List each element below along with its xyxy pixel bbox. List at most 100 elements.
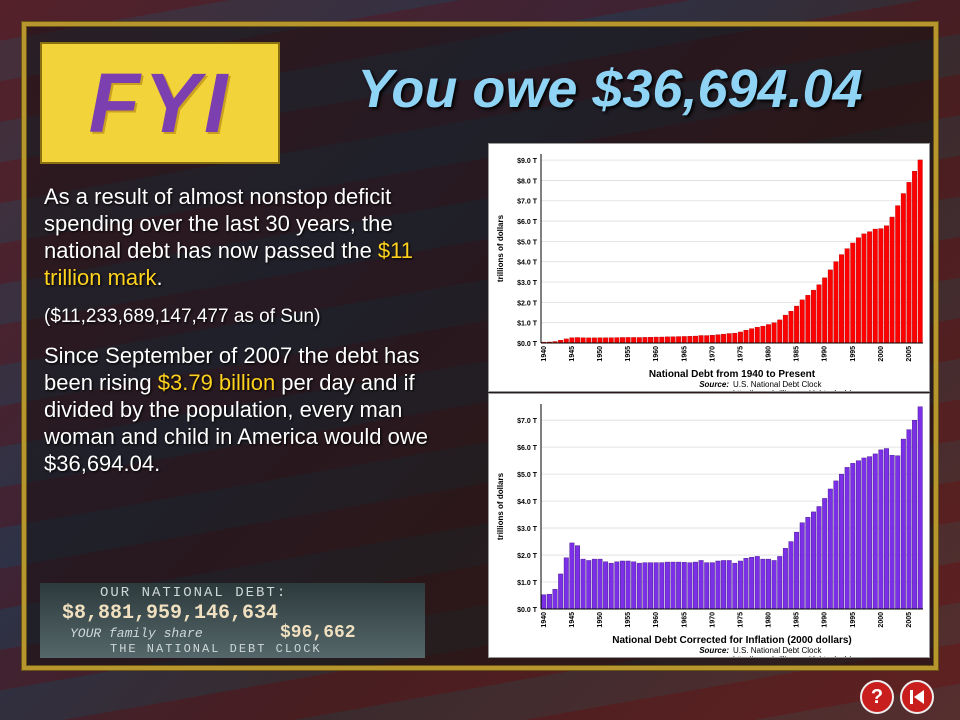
x-tick-label: 1980: [766, 346, 773, 362]
bar: [659, 336, 665, 344]
x-tick-label: 1955: [625, 346, 632, 362]
bar: [726, 333, 732, 344]
clock-share: $96,662: [280, 623, 356, 643]
x-tick-label: 1965: [681, 612, 688, 628]
bar: [906, 429, 912, 610]
bar: [693, 561, 698, 610]
source: U.S. National Debt Clock: [733, 646, 822, 655]
x-tick-label: 1995: [850, 612, 857, 628]
y-tick-label: $6.0 T: [517, 219, 538, 226]
bar: [760, 558, 766, 610]
paragraph: As a result of almost nonstop deficit sp…: [44, 183, 474, 291]
bar: [794, 305, 800, 344]
bar: [782, 314, 788, 344]
bar: [912, 171, 918, 344]
chart-title: National Debt from 1940 to Present: [649, 369, 816, 380]
x-tick-label: 1970: [709, 612, 716, 628]
y-tick-label: $0.0 T: [517, 341, 538, 348]
bar: [704, 562, 710, 610]
bar: [861, 233, 867, 344]
bar: [726, 560, 732, 610]
y-tick-label: $7.0 T: [517, 418, 538, 425]
bar: [788, 541, 794, 610]
y-tick-label: $6.0 T: [517, 445, 538, 452]
bar: [867, 231, 873, 344]
x-tick-label: 1945: [569, 346, 576, 362]
bar: [648, 562, 653, 610]
x-tick-label: 1940: [541, 612, 548, 628]
clock-share-label: YOUR family share: [70, 626, 203, 641]
bar: [670, 336, 676, 344]
bar: [872, 453, 878, 610]
debt-clock-photo: OUR NATIONAL DEBT: $8,881,959,146,634 YO…: [40, 583, 425, 658]
bar: [614, 337, 620, 344]
paragraph: ($11,233,689,147,477 as of Sun): [44, 303, 474, 330]
bar: [771, 560, 777, 610]
y-tick-label: $4.0 T: [517, 260, 538, 267]
bar: [737, 331, 743, 344]
bar: [676, 561, 682, 610]
bar: [878, 449, 884, 610]
bar: [850, 242, 856, 344]
bar: [653, 336, 659, 344]
bar: [844, 248, 850, 344]
source: U.S. National Debt Clock: [733, 380, 822, 389]
bar: [749, 328, 755, 344]
x-tick-label: 2000: [878, 346, 885, 362]
y-tick-label: $1.0 T: [517, 321, 538, 328]
source-url: http://www.brillig.com/debt_clock/: [733, 389, 852, 392]
bar: [676, 336, 682, 344]
bar: [794, 531, 800, 610]
bar: [839, 254, 844, 344]
bar: [563, 338, 569, 344]
bar: [917, 406, 923, 610]
bar: [698, 335, 704, 344]
bar: [743, 558, 749, 610]
y-tick-label: $9.0 T: [517, 158, 538, 165]
y-tick-label: $2.0 T: [517, 553, 538, 560]
y-tick-label: $4.0 T: [517, 499, 538, 506]
bar: [839, 473, 844, 610]
x-tick-label: 1965: [681, 346, 688, 362]
bar: [833, 261, 839, 344]
bar: [766, 558, 771, 610]
bar: [591, 337, 597, 344]
bar: [895, 455, 901, 610]
x-tick-label: 1975: [737, 612, 744, 628]
bar: [569, 542, 575, 610]
slide-title: You owe $36,694.04: [357, 59, 863, 119]
bar: [805, 517, 811, 610]
bar: [732, 562, 738, 610]
y-tick-label: $3.0 T: [517, 280, 538, 287]
x-tick-label: 1990: [822, 346, 829, 362]
bar: [822, 498, 828, 610]
x-tick-label: 1960: [653, 612, 660, 628]
debt-chart: $0.0 T $1.0 T $2.0 T $3.0 T $4.0 T $5.0 T $6.0…: [488, 143, 930, 392]
text-run: ($11,233,689,147,477 as of Sun): [44, 306, 321, 327]
bar: [698, 560, 704, 610]
bar: [642, 337, 648, 344]
bar: [575, 545, 580, 610]
bar: [827, 488, 833, 610]
bar: [648, 337, 653, 344]
bar: [799, 299, 805, 344]
bar: [884, 448, 889, 610]
x-tick-label: 1975: [737, 346, 744, 362]
bar: [636, 337, 642, 344]
bar: [620, 337, 625, 344]
bar: [855, 237, 861, 344]
y-tick-label: $5.0 T: [517, 472, 538, 479]
bar: [586, 337, 592, 344]
bar: [687, 336, 693, 344]
back-button[interactable]: [900, 680, 934, 714]
bar: [546, 593, 552, 610]
logo-text: FYI: [88, 55, 232, 150]
bar: [816, 284, 822, 344]
bar: [608, 337, 614, 344]
bar: [771, 322, 777, 344]
source-url: http://www.brillig.com/debt_clock/: [733, 655, 852, 658]
help-button[interactable]: ?: [860, 680, 894, 714]
bar: [586, 560, 592, 610]
bar: [580, 337, 586, 344]
bar: [799, 522, 805, 610]
